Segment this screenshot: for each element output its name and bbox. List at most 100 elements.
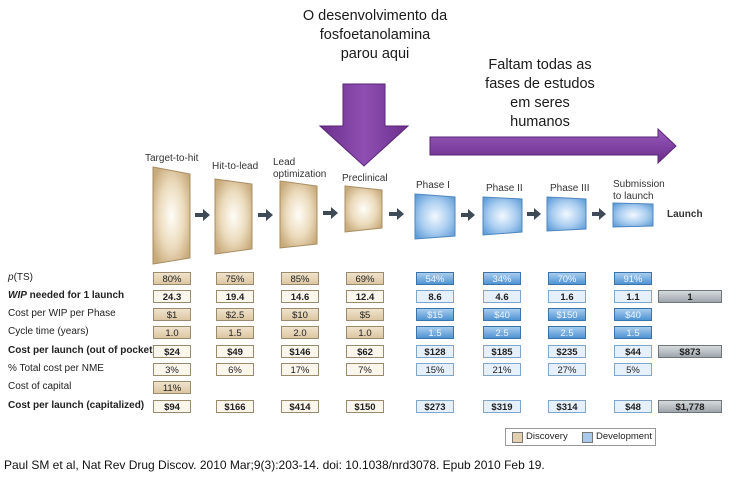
- table-cell: 1.0: [346, 326, 384, 339]
- table-total-cell: $1,778: [658, 400, 722, 413]
- table-total-cell: $873: [658, 345, 722, 358]
- table-cell: 1.5: [216, 326, 254, 339]
- annotation-right: Faltam todas as fases de estudos em sere…: [465, 56, 615, 132]
- table-cell: 1.0: [153, 326, 191, 339]
- row-label: Cost per launch (out of pocket): [8, 345, 156, 356]
- table-cell: 11%: [153, 381, 191, 394]
- row-label-text: Cost per launch (capitalized): [8, 400, 145, 411]
- phase-shape-target-to-hit: [152, 166, 191, 265]
- phase-shape-phase-2: [482, 196, 523, 236]
- table-cell: 15%: [416, 363, 454, 376]
- table-cell: $128: [416, 345, 454, 358]
- row-label: Cycle time (years): [8, 326, 89, 337]
- phase-label-phase-3: Phase III: [550, 183, 590, 194]
- table-cell: 3%: [153, 363, 191, 376]
- annotation-right-line: Faltam todas as: [488, 57, 592, 73]
- table-cell: 1.6: [548, 290, 586, 303]
- table-cell: $150: [548, 308, 586, 321]
- table-cell: 91%: [614, 272, 652, 285]
- legend-swatch-discovery: [512, 432, 523, 443]
- table-cell: 1.5: [416, 326, 454, 339]
- table-cell: 2.5: [548, 326, 586, 339]
- row-label: WIP needed for 1 launch: [8, 290, 124, 301]
- annotation-top-line: parou aqui: [340, 46, 410, 62]
- table-cell: 69%: [346, 272, 384, 285]
- table-cell: 2.5: [483, 326, 521, 339]
- table-cell: $319: [483, 400, 521, 413]
- legend-label-discovery: Discovery: [526, 431, 568, 442]
- table-cell: $40: [614, 308, 652, 321]
- phase-shape-hit-to-lead: [214, 178, 253, 255]
- legend: Discovery Development: [505, 428, 656, 446]
- table-cell: 4.6: [483, 290, 521, 303]
- table-cell: $235: [548, 345, 586, 358]
- phase-label-target-to-hit: Target-to-hit: [145, 153, 199, 164]
- row-label-prefix: WIP: [8, 290, 27, 301]
- annotation-right-line: em seres: [510, 95, 570, 111]
- table-cell: $146: [281, 345, 319, 358]
- table-cell: $166: [216, 400, 254, 413]
- phase-shape-submission: [612, 202, 654, 228]
- row-label: Cost of capital: [8, 381, 71, 392]
- table-cell: 24.3: [153, 290, 191, 303]
- phase-label-phase-1: Phase I: [416, 180, 450, 191]
- table-cell: $10: [281, 308, 319, 321]
- row-label-text: Cost per launch (out of pocket): [8, 345, 156, 356]
- table-cell: $150: [346, 400, 384, 413]
- connector-arrows: [195, 207, 606, 221]
- table-cell: 80%: [153, 272, 191, 285]
- table-cell: $49: [216, 345, 254, 358]
- phase-shape-preclinical: [344, 185, 383, 233]
- row-label-prefix: p: [8, 272, 14, 283]
- phase-label-hit-to-lead: Hit-to-lead: [212, 161, 259, 172]
- row-label-text: (TS): [13, 272, 34, 283]
- row-label-text: Cost per WIP per Phase: [8, 308, 116, 319]
- table-cell: 12.4: [346, 290, 384, 303]
- table-cell: $24: [153, 345, 191, 358]
- table-cell: 7%: [346, 363, 384, 376]
- annotation-top-line: fosfoetanolamina: [319, 27, 431, 43]
- phase-shape-lead-optimization: [279, 180, 318, 249]
- horizontal-arrow: [429, 127, 677, 165]
- table-cell: $48: [614, 400, 652, 413]
- annotation-top: O desenvolvimento da fosfoetanolamina pa…: [270, 7, 480, 64]
- table-cell: $414: [281, 400, 319, 413]
- table-cell: 1.1: [614, 290, 652, 303]
- annotation-top-line: O desenvolvimento da: [302, 8, 448, 24]
- row-label: Cost per WIP per Phase: [8, 308, 116, 319]
- table-cell: $62: [346, 345, 384, 358]
- annotation-right-line: humanos: [510, 114, 570, 130]
- table-total-cell: 1: [658, 290, 722, 303]
- phase-shape-phase-1: [414, 193, 456, 240]
- phase-shape-phase-3: [546, 196, 587, 232]
- table-cell: 8.6: [416, 290, 454, 303]
- row-label: % Total cost per NME: [8, 363, 104, 374]
- row-label-text: Cost of capital: [8, 381, 72, 392]
- table-cell: 21%: [483, 363, 521, 376]
- pipeline-diagram: [152, 83, 677, 265]
- launch-label: Launch: [667, 209, 703, 220]
- table-cell: $94: [153, 400, 191, 413]
- legend-label-development: Development: [596, 431, 652, 442]
- table-cell: 2.0: [281, 326, 319, 339]
- table-cell: $40: [483, 308, 521, 321]
- table-cell: 1.5: [614, 326, 652, 339]
- phase-label-submission: Submission to launch: [613, 179, 665, 202]
- table-cell: $5: [346, 308, 384, 321]
- legend-swatch-development: [582, 432, 593, 443]
- table-cell: $1: [153, 308, 191, 321]
- table-cell: $185: [483, 345, 521, 358]
- phase-label-lead-optimization: Lead optimization: [273, 157, 327, 180]
- table-cell: $314: [548, 400, 586, 413]
- table-cell: $15: [416, 308, 454, 321]
- row-label-text: % Total cost per NME: [8, 363, 104, 374]
- table-cell: 70%: [548, 272, 586, 285]
- row-label-text: Cycle time (years): [8, 326, 89, 337]
- table-cell: 5%: [614, 363, 652, 376]
- table-cell: $2.5: [216, 308, 254, 321]
- table-cell: 54%: [416, 272, 454, 285]
- table-cell: $44: [614, 345, 652, 358]
- table-cell: 14.6: [281, 290, 319, 303]
- citation: Paul SM et al, Nat Rev Drug Discov. 2010…: [4, 458, 545, 472]
- table-cell: 19.4: [216, 290, 254, 303]
